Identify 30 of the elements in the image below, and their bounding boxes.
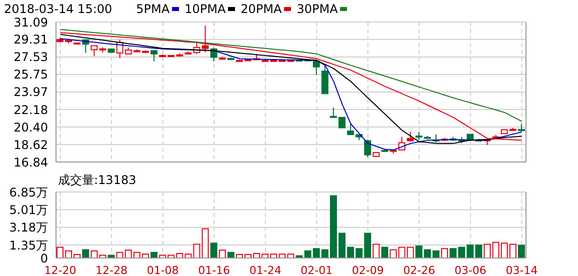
legend-label: 30PMA	[296, 2, 338, 16]
x-tick-label: 01-16	[198, 264, 230, 276]
y-tick-label: 25.75	[14, 68, 48, 82]
y-tick-label: 16.84	[14, 155, 48, 170]
x-tick-label: 02-01	[300, 264, 333, 276]
x-tick-label: 12-20	[44, 264, 76, 276]
chart-title: 2018-03-14 15:00	[4, 2, 112, 16]
x-tick-label: 01-24	[249, 264, 282, 276]
x-tick-label: 03-14	[506, 264, 538, 276]
y-tick-label: 3.18万	[9, 220, 48, 235]
legend-label: 20PMA	[240, 2, 282, 16]
x-tick-label: 01-08	[146, 264, 179, 276]
legend-label: 10PMA	[184, 2, 226, 16]
y-tick-label: 23.97	[14, 85, 48, 100]
y-tick-label: 29.31	[14, 32, 48, 47]
x-tick-label: 02-26	[403, 264, 436, 276]
legend-label: 5PMA	[136, 2, 170, 16]
chart-title: 成交量:13183	[58, 172, 136, 189]
y-tick-label: 31.09	[14, 15, 48, 30]
y-tick-label: 1.35万	[9, 238, 48, 252]
y-tick-label: 22.18	[14, 102, 48, 117]
y-tick-label: 5.01万	[9, 202, 48, 217]
y-tick-label: 6.85万	[9, 185, 48, 200]
x-tick-label: 02-09	[352, 264, 384, 276]
y-tick-label: 0	[40, 251, 48, 266]
x-tick-label: 03-06	[454, 264, 486, 276]
y-tick-label: 27.53	[14, 50, 48, 64]
x-tick-label: 12-28	[96, 264, 128, 276]
y-tick-label: 18.62	[14, 138, 48, 152]
y-tick-label: 20.40	[14, 120, 48, 134]
